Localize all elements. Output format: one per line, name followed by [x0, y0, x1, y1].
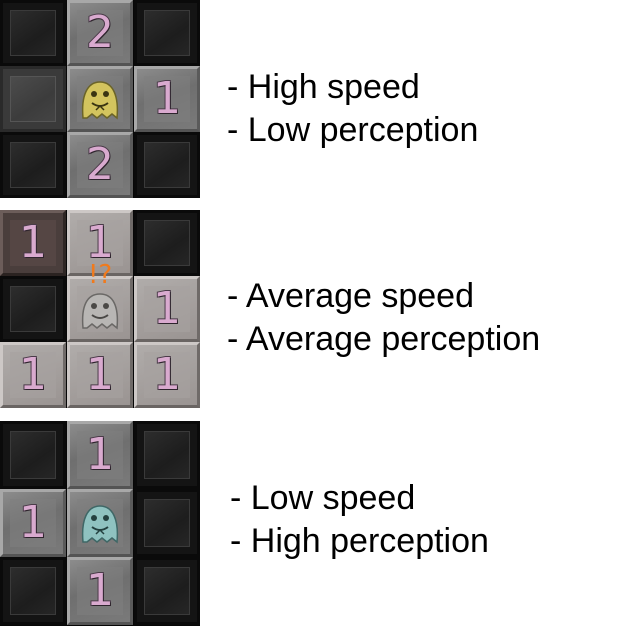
- perception-trait: - Low perception: [227, 111, 479, 149]
- cell-number: 1: [85, 349, 115, 400]
- speed-trait: - High speed: [227, 68, 420, 106]
- grid-cell[interactable]: 1: [134, 342, 200, 408]
- grid-cell[interactable]: 2: [67, 132, 133, 198]
- teal-ghost-monster-icon: [81, 505, 119, 544]
- grid-cell[interactable]: 1: [0, 489, 66, 557]
- monster-traits: - High speed - Low perception: [227, 66, 478, 152]
- cell-number: 1: [18, 217, 48, 268]
- grid-cell[interactable]: 1: [0, 210, 66, 276]
- cell-number: 1: [18, 349, 48, 400]
- monster-panel-average-speed: 1 1 !? 1 1 1 1 - Average speed - Average…: [0, 210, 640, 408]
- grid-cell[interactable]: [0, 276, 66, 342]
- speed-trait: - Average speed: [227, 277, 474, 315]
- cell-number: 2: [85, 7, 115, 58]
- speed-trait: - Low speed: [230, 479, 416, 517]
- minesweeper-grid: 1 1 !? 1 1 1 1: [0, 210, 200, 408]
- grid-cell-monster[interactable]: [67, 66, 133, 132]
- cell-number: 1: [152, 349, 182, 400]
- monster-traits: - Average speed - Average perception: [227, 275, 540, 361]
- grid-cell[interactable]: 1: [67, 557, 133, 625]
- grid-cell[interactable]: [0, 421, 66, 489]
- grid-cell[interactable]: 1: [134, 66, 200, 132]
- minesweeper-grid: 1 1 1: [0, 421, 200, 626]
- grid-cell[interactable]: 1: [134, 276, 200, 342]
- grid-cell[interactable]: [0, 557, 66, 625]
- perception-trait: - Average perception: [227, 320, 541, 358]
- grid-cell[interactable]: 1: [67, 342, 133, 408]
- cell-number: 1: [18, 497, 48, 548]
- grid-cell[interactable]: [0, 66, 66, 132]
- grid-cell[interactable]: [0, 132, 66, 198]
- monster-panel-high-speed: 2 1 2 - High speed - Low perception: [0, 0, 640, 198]
- cell-number: 1: [85, 217, 115, 268]
- cell-number: 1: [85, 565, 115, 616]
- grid-cell[interactable]: 1: [67, 421, 133, 489]
- cell-number: 1: [152, 283, 182, 334]
- grid-cell[interactable]: 1: [67, 210, 133, 276]
- grid-cell[interactable]: [134, 0, 200, 66]
- grid-cell[interactable]: [134, 210, 200, 276]
- gray-ghost-monster-icon: [81, 293, 119, 330]
- alert-icon: !?: [88, 260, 113, 290]
- grid-cell[interactable]: [134, 489, 200, 557]
- monster-panel-low-speed: 1 1 1 - Low speed - High perception: [0, 421, 640, 626]
- grid-cell[interactable]: 2: [67, 0, 133, 66]
- cell-number: 1: [152, 73, 182, 124]
- perception-trait: - High perception: [230, 522, 489, 560]
- grid-cell[interactable]: [134, 132, 200, 198]
- yellow-ghost-monster-icon: [81, 81, 119, 120]
- cell-number: 1: [85, 429, 115, 480]
- grid-cell[interactable]: [134, 421, 200, 489]
- grid-cell[interactable]: [0, 0, 66, 66]
- monster-traits: - Low speed - High perception: [230, 477, 489, 563]
- grid-cell-monster[interactable]: [67, 276, 133, 342]
- cell-number: 2: [85, 139, 115, 190]
- grid-cell-monster[interactable]: [67, 489, 133, 557]
- minesweeper-grid: 2 1 2: [0, 0, 200, 198]
- grid-cell[interactable]: 1: [0, 342, 66, 408]
- grid-cell[interactable]: [134, 557, 200, 625]
